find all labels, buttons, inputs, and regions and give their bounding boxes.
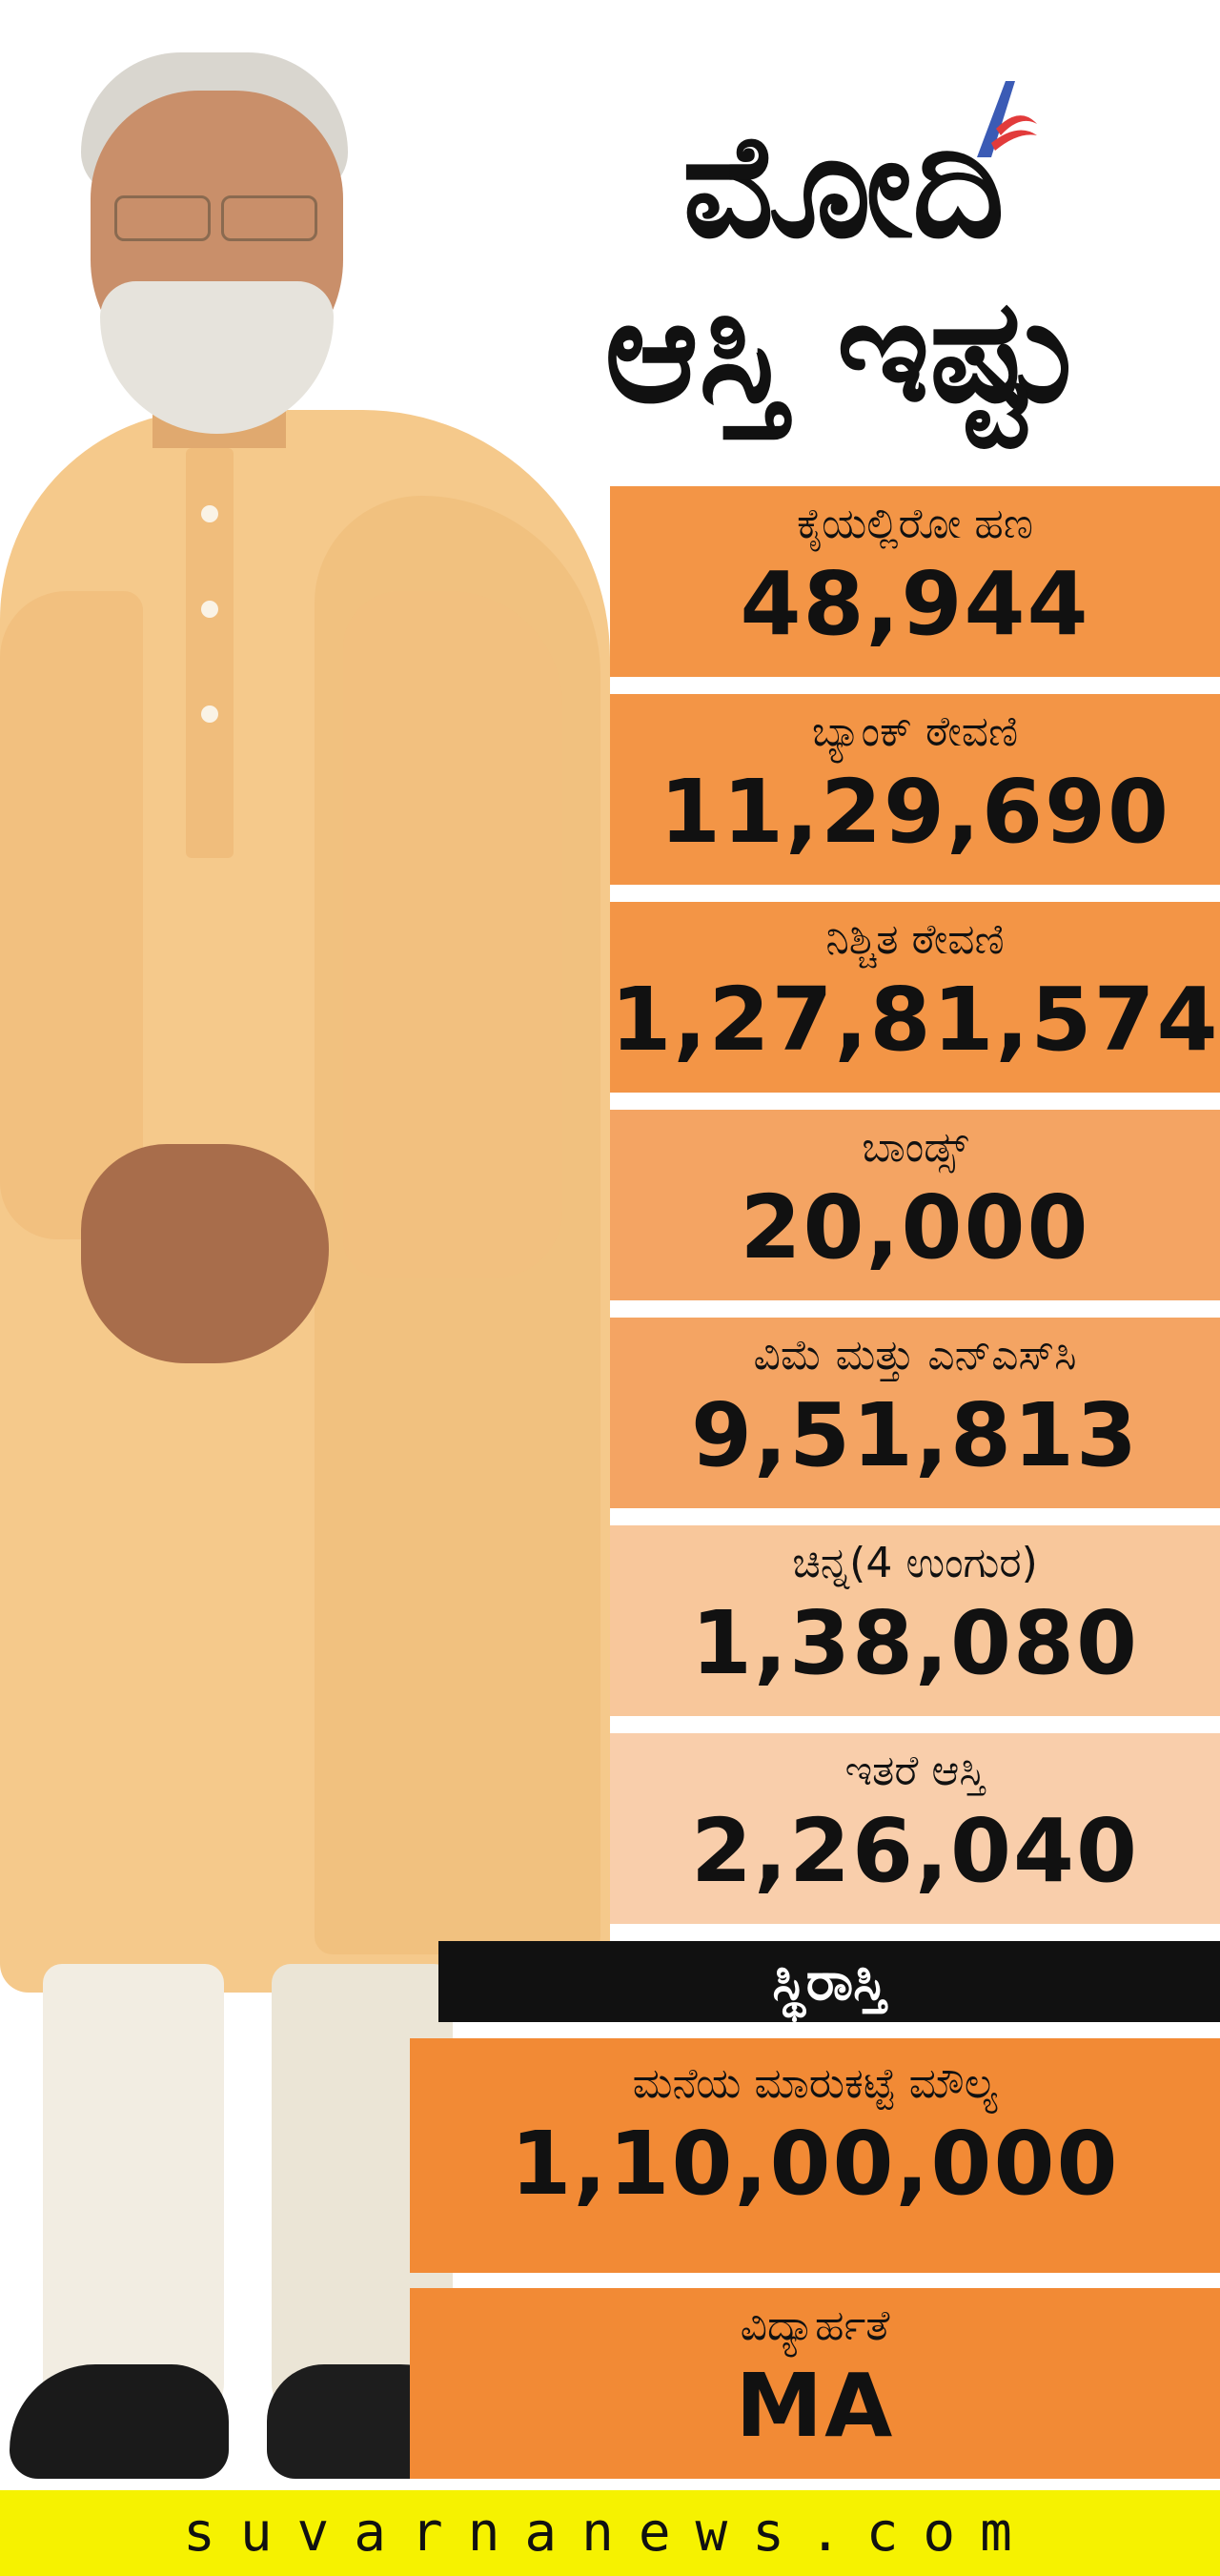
asset-panel-bank-deposit: ಬ್ಯಾಂಕ್ ಠೇವಣಿ 11,29,690 xyxy=(610,694,1220,885)
title-line-1: ಮೋದಿ xyxy=(681,104,1006,270)
right-sleeve xyxy=(343,591,562,1278)
channel-logo-icon xyxy=(977,81,1037,157)
asset-label: ಕೈಯಲ್ಲಿರೋ ಹಣ xyxy=(797,500,1033,548)
glasses-right-lens xyxy=(221,195,317,241)
asset-label: ಇತರೆ ಆಸ್ತಿ xyxy=(844,1747,986,1795)
page-title: ಮೋದಿ ಆಸ್ತಿ ಇಷ್ಟು xyxy=(496,105,1191,434)
kurta-button xyxy=(201,601,218,618)
asset-value: 1,27,81,574 xyxy=(610,969,1220,1071)
property-label: ಮನೆಯ ಮಾರುಕಟ್ಟೆ ಮೌಲ್ಯ xyxy=(632,2059,998,2108)
asset-panel-other: ಇತರೆ ಆಸ್ತಿ 2,26,040 xyxy=(610,1733,1220,1924)
asset-label: ಬ್ಯಾಂಕ್ ಠೇವಣಿ xyxy=(811,707,1019,756)
asset-label: ಬಾಂಡ್ಸ್ xyxy=(862,1123,968,1172)
person-photo xyxy=(0,52,610,2479)
asset-label: ಚಿನ್ನ(4 ಉಂಗುರ) xyxy=(792,1539,1038,1587)
section-heading-immovable-property: ಸ್ಥಿರಾಸ್ತಿ xyxy=(438,1941,1220,2022)
left-shoe xyxy=(10,2364,229,2479)
asset-label: ವಿಮೆ ಮತ್ತು ಎನ್‌ಎಸ್‌ಸಿ xyxy=(753,1331,1077,1380)
asset-panel-fixed-deposit: ನಿಶ್ಚಿತ ಠೇವಣಿ 1,27,81,574 xyxy=(610,902,1220,1093)
asset-panel-gold: ಚಿನ್ನ(4 ಉಂಗುರ) 1,38,080 xyxy=(610,1525,1220,1716)
title-line-2: ಆಸ್ತಿ ಇಷ್ಟು xyxy=(604,268,1083,435)
asset-value: 9,51,813 xyxy=(691,1384,1139,1486)
asset-value: 20,000 xyxy=(740,1176,1090,1278)
asset-value: 1,38,080 xyxy=(691,1592,1139,1694)
left-sleeve xyxy=(0,591,143,1239)
property-label: ವಿದ್ಯಾರ್ಹತೆ xyxy=(740,2301,890,2350)
asset-panel-insurance-nsc: ವಿಮೆ ಮತ್ತು ಎನ್‌ಎಸ್‌ಸಿ 9,51,813 xyxy=(610,1318,1220,1508)
clasped-hands xyxy=(81,1144,329,1363)
asset-value: 48,944 xyxy=(740,553,1090,655)
kurta-button xyxy=(201,705,218,723)
asset-value: 11,29,690 xyxy=(660,761,1170,863)
footer-site-name: suvarnanews.com xyxy=(0,2490,1220,2576)
asset-value: 2,26,040 xyxy=(691,1800,1139,1902)
property-value: MA xyxy=(735,2355,895,2457)
left-trouser xyxy=(43,1964,224,2422)
asset-panel-bonds: ಬಾಂಡ್ಸ್ 20,000 xyxy=(610,1110,1220,1300)
property-value: 1,10,00,000 xyxy=(510,2113,1120,2215)
asset-label: ನಿಶ್ಚಿತ ಠೇವಣಿ xyxy=(825,915,1005,964)
property-panel-house-value: ಮನೆಯ ಮಾರುಕಟ್ಟೆ ಮೌಲ್ಯ 1,10,00,000 xyxy=(410,2038,1220,2273)
property-panel-education: ವಿದ್ಯಾರ್ಹತೆ MA xyxy=(410,2288,1220,2479)
glasses-left-lens xyxy=(114,195,211,241)
kurta-button xyxy=(201,505,218,522)
asset-panel-cash: ಕೈಯಲ್ಲಿರೋ ಹಣ 48,944 xyxy=(610,486,1220,677)
